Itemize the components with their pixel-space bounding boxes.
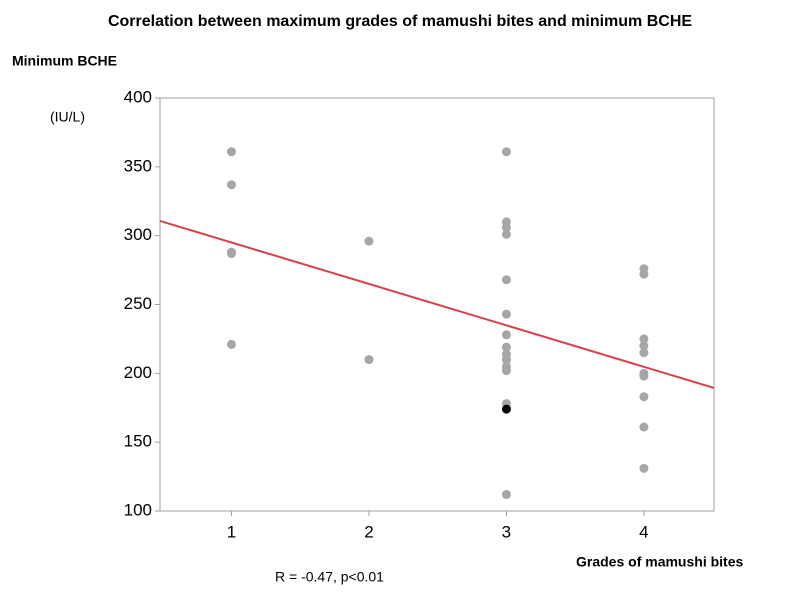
y-axis-unit: (IU/L) xyxy=(50,109,85,125)
point xyxy=(639,269,649,279)
point xyxy=(501,275,511,285)
point xyxy=(501,309,511,319)
point xyxy=(501,489,511,499)
point xyxy=(639,392,649,402)
point xyxy=(639,348,649,358)
point xyxy=(501,330,511,340)
point xyxy=(501,222,511,232)
fit-line xyxy=(159,219,715,389)
x-tick-label: 3 xyxy=(502,522,511,541)
point xyxy=(226,180,236,190)
point xyxy=(639,341,649,351)
point xyxy=(639,463,649,473)
point xyxy=(639,334,649,344)
y-tick-label: 350 xyxy=(124,156,152,175)
x-axis-label: Grades of mamushi bites xyxy=(576,554,743,570)
point xyxy=(364,236,374,246)
point xyxy=(226,339,236,349)
point xyxy=(364,355,374,365)
y-tick-label: 400 xyxy=(124,87,152,106)
point xyxy=(226,249,236,259)
point xyxy=(501,147,511,157)
point xyxy=(501,342,511,352)
x-tick-label: 4 xyxy=(639,522,648,541)
x-tick-label: 2 xyxy=(364,522,373,541)
annotation: R = -0.47, p<0.01 xyxy=(275,569,384,585)
y-tick-label: 100 xyxy=(124,500,152,519)
point xyxy=(501,229,511,239)
point xyxy=(226,147,236,157)
y-tick-label: 200 xyxy=(124,363,152,382)
y-axis-label: Minimum BCHE xyxy=(12,53,117,69)
point xyxy=(639,371,649,381)
y-tick-label: 150 xyxy=(124,432,152,451)
x-tick-label: 1 xyxy=(227,522,236,541)
y-tick-label: 250 xyxy=(124,294,152,313)
y-tick-label: 300 xyxy=(124,225,152,244)
point xyxy=(501,366,511,376)
point xyxy=(501,404,511,414)
point xyxy=(639,422,649,432)
point xyxy=(501,355,511,365)
chart-title: Correlation between maximum grades of ma… xyxy=(108,13,692,30)
